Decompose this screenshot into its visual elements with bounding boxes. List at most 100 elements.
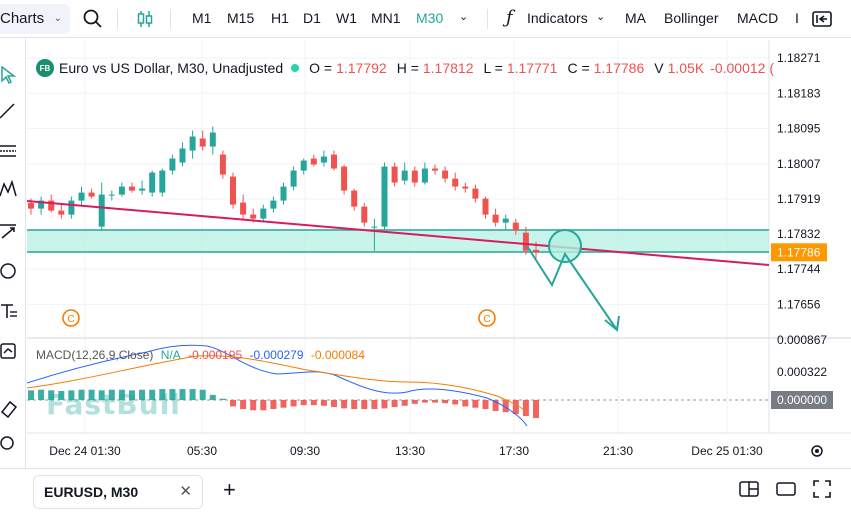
price-tick: 1.18007 bbox=[777, 157, 821, 171]
settings-gear-icon[interactable] bbox=[811, 445, 823, 457]
macd-line-value: -0.000279 bbox=[249, 348, 304, 362]
chart-tab[interactable]: EURUSD, M30 ✕ bbox=[33, 475, 203, 509]
trend-line-icon[interactable] bbox=[0, 102, 18, 120]
timeframe-m30[interactable]: M30 bbox=[416, 10, 444, 26]
macd-histogram-bar bbox=[139, 389, 146, 400]
candle-body bbox=[48, 200, 55, 211]
macd-histogram-bar bbox=[351, 400, 358, 409]
search-icon[interactable] bbox=[82, 8, 104, 30]
macd-histogram-bar bbox=[159, 389, 166, 400]
high-label: H = bbox=[396, 60, 419, 76]
macd-histogram-bar bbox=[48, 390, 55, 400]
ma-button[interactable]: MA bbox=[625, 10, 646, 26]
symbol-title[interactable]: Euro vs US Dollar, M30, Unadjusted bbox=[59, 60, 284, 76]
timeframe-w1[interactable]: W1 bbox=[336, 10, 357, 26]
macd-histogram-bar bbox=[462, 400, 469, 407]
macd-histogram-bar bbox=[482, 400, 489, 409]
price-chart[interactable]: C C 1.18271 1.18183 1.18095 1.18007 1.17919 1.1… bbox=[27, 40, 851, 468]
timeframe-d1[interactable]: D1 bbox=[303, 10, 321, 26]
macd-histogram-bar bbox=[78, 389, 85, 400]
pattern-icon[interactable] bbox=[0, 180, 18, 198]
candle-body bbox=[472, 188, 479, 199]
candle-body bbox=[88, 192, 95, 197]
toolbar-divider bbox=[170, 9, 171, 29]
macd-histogram-bar bbox=[401, 400, 408, 406]
macd-tick: 0.000867 bbox=[777, 333, 827, 347]
macd-histogram-bar bbox=[199, 389, 206, 400]
projection-arrow bbox=[526, 245, 618, 331]
macd-histogram-bar bbox=[280, 400, 287, 408]
prediction-icon[interactable] bbox=[0, 342, 18, 360]
macd-histogram-value: -0.000195 bbox=[188, 348, 243, 362]
candle-body bbox=[98, 194, 105, 227]
add-tab-icon[interactable]: + bbox=[223, 477, 236, 502]
candle-body bbox=[421, 168, 428, 183]
macd-histogram-bar bbox=[442, 400, 449, 404]
candle-body bbox=[169, 158, 176, 171]
low-label: L = bbox=[483, 60, 503, 76]
price-tick: 1.18183 bbox=[777, 86, 821, 100]
candle-body bbox=[199, 138, 206, 147]
candle-body bbox=[118, 186, 125, 195]
macd-histogram-bar bbox=[209, 394, 216, 400]
shape-circle-icon[interactable] bbox=[0, 262, 18, 280]
macd-histogram-bar bbox=[169, 389, 176, 400]
current-price-label: 1.17786 bbox=[777, 245, 821, 259]
price-tick: 1.18271 bbox=[777, 51, 821, 65]
macd-line bbox=[27, 344, 528, 427]
timeframe-m1[interactable]: M1 bbox=[192, 10, 212, 26]
cursor-icon[interactable] bbox=[0, 66, 18, 84]
macd-histogram-bar bbox=[240, 400, 247, 409]
fullscreen-icon[interactable] bbox=[813, 480, 831, 498]
indicators-chevron-icon[interactable]: ⌄ bbox=[596, 11, 606, 23]
macd-histogram-bar bbox=[381, 400, 388, 409]
price-tick: 1.17744 bbox=[777, 262, 821, 276]
ruler-icon[interactable] bbox=[0, 400, 18, 418]
macd-na: N/A bbox=[160, 348, 181, 362]
highlight-circle bbox=[548, 229, 582, 263]
candle-body bbox=[482, 198, 489, 215]
macd-title[interactable]: MACD(12,26,9,Close) bbox=[36, 348, 154, 362]
macd-histogram-bar bbox=[492, 400, 499, 411]
macd-histogram-bar bbox=[411, 400, 418, 404]
indicators-icon[interactable]: ƒ bbox=[506, 7, 513, 28]
fib-tool-icon[interactable] bbox=[0, 222, 18, 240]
zoom-icon[interactable] bbox=[0, 436, 18, 454]
candlestick-type-icon[interactable] bbox=[134, 8, 156, 30]
event-marker-icon: C bbox=[483, 314, 490, 325]
watermark: FastBull bbox=[46, 388, 181, 421]
candle-body bbox=[371, 226, 378, 228]
low-value: 1.17771 bbox=[506, 60, 558, 76]
symbol-legend: FB Euro vs US Dollar, M30, Unadjusted O … bbox=[36, 58, 784, 78]
layout-icon[interactable] bbox=[739, 481, 759, 497]
macd-histogram-bar bbox=[361, 400, 368, 409]
candle-body bbox=[391, 166, 398, 183]
timeframe-mn1[interactable]: MN1 bbox=[371, 10, 401, 26]
event-marker-icon bbox=[62, 309, 80, 327]
candle-body bbox=[159, 170, 166, 193]
timeframe-m15[interactable]: M15 bbox=[227, 10, 255, 26]
close-tab-icon[interactable]: ✕ bbox=[179, 483, 192, 500]
macd-histogram-bar bbox=[108, 389, 115, 400]
timeframe-chevron-icon[interactable]: ⌄ bbox=[459, 11, 469, 23]
candle-body bbox=[240, 202, 247, 215]
more-indicators-icon[interactable]: I bbox=[795, 10, 799, 26]
macd-value-tag bbox=[771, 391, 833, 409]
volume-value: 1.05K bbox=[667, 60, 705, 76]
macd-histogram-bar bbox=[189, 389, 196, 400]
exit-fullscreen-icon[interactable] bbox=[811, 8, 833, 30]
event-marker-icon: C bbox=[67, 314, 74, 325]
horizontal-lines-icon[interactable] bbox=[0, 142, 18, 160]
macd-button[interactable]: MACD bbox=[737, 10, 779, 26]
macd-value-label: 0.000000 bbox=[777, 393, 827, 407]
candle-body bbox=[209, 132, 216, 147]
charts-menu-button[interactable]: Charts ⌄ bbox=[0, 4, 70, 34]
indicators-button[interactable]: Indicators bbox=[527, 10, 588, 26]
text-tool-icon[interactable] bbox=[0, 302, 18, 320]
window-icon[interactable] bbox=[776, 481, 796, 497]
time-tick: 09:30 bbox=[290, 444, 320, 458]
candle-body bbox=[149, 172, 156, 193]
bollinger-button[interactable]: Bollinger bbox=[664, 10, 719, 26]
bottom-bar: EURUSD, M30 ✕ + bbox=[0, 468, 851, 517]
timeframe-h1[interactable]: H1 bbox=[271, 10, 289, 26]
